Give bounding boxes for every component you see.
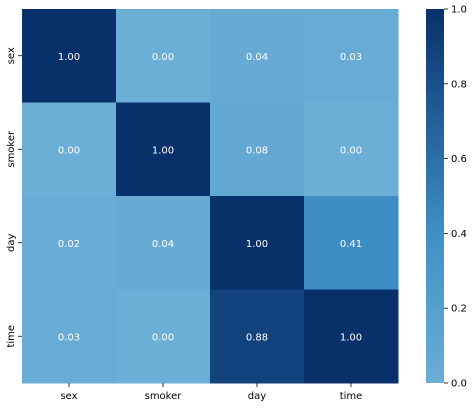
heatmap-cell [304,289,399,384]
x-tick-label: smoker [145,391,183,402]
colorbar-tick-label: 0.0 [451,379,467,390]
y-axis: sex smoker day time [6,47,22,348]
cell-annotation: 0.03 [58,332,80,343]
colorbar: 0.0 0.2 0.4 0.6 0.8 1.0 [426,5,467,390]
cell-annotation: 1.00 [58,52,80,63]
cell-annotation: 0.00 [58,145,80,156]
y-tick-label: smoker [6,130,17,168]
heatmap-cell [116,9,211,103]
colorbar-tick-label: 0.8 [451,79,467,90]
heatmap-cell [304,102,399,197]
heatmap-cell [22,102,117,197]
heatmap-cell [116,196,211,290]
cell-annotation: 0.88 [246,332,268,343]
cell-annotation: 1.00 [152,145,174,156]
heatmap-cell [304,196,399,290]
heatmap-cell [210,196,305,290]
heatmap-cell [22,9,117,103]
colorbar-tick-label: 0.2 [451,304,467,315]
cell-annotation: 0.00 [340,145,362,156]
y-tick-label: time [6,325,17,348]
x-tick-label: time [340,391,363,402]
cell-annotation: 0.04 [152,239,174,250]
cell-annotation: 1.00 [340,332,362,343]
colorbar-tick-label: 0.4 [451,229,467,240]
colorbar-tick-label: 0.6 [451,154,467,165]
heatmap-cell [210,289,305,384]
heatmap-cell [116,289,211,384]
heatmap-cell [22,196,117,290]
cell-annotation: 0.00 [152,332,174,343]
x-tick-label: sex [60,391,77,402]
colorbar-fill [426,9,444,383]
x-axis: sex smoker day time [60,383,362,402]
heatmap-cell [304,9,399,103]
cell-annotation: 0.08 [246,145,268,156]
cell-annotation: 1.00 [246,239,268,250]
heatmap-cell [210,102,305,197]
heatmap-cell [22,289,117,384]
cell-annotation: 0.41 [340,239,362,250]
heatmap-cell [210,9,305,103]
cell-annotation: 0.03 [340,52,362,63]
heatmap-cells: 1.00 0.00 0.04 0.03 0.00 1.00 0.08 0.00 0.02 0.04… [22,9,399,384]
cell-annotation: 0.02 [58,239,80,250]
heatmap-cell [116,102,211,197]
cell-annotation: 0.00 [152,52,174,63]
cell-annotation: 0.04 [246,52,268,63]
colorbar-tick-label: 1.0 [451,5,467,16]
y-tick-label: sex [6,47,17,64]
x-tick-label: day [248,391,266,402]
y-tick-label: day [6,233,17,251]
